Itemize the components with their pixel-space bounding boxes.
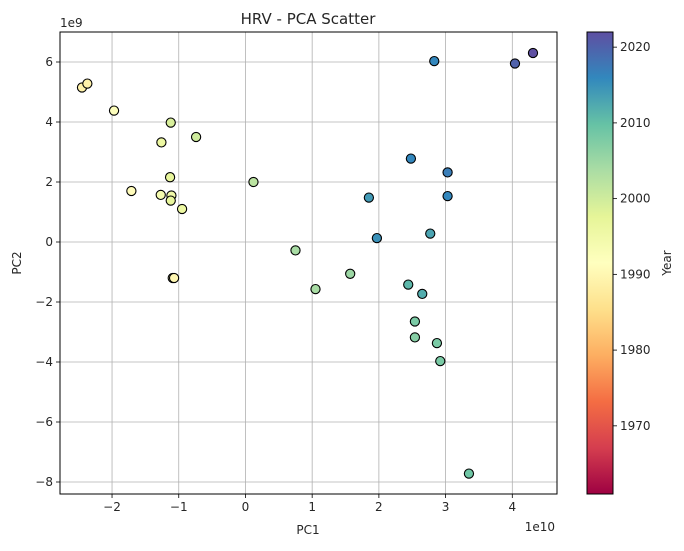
scatter-point xyxy=(442,167,453,178)
y-tick-label: −4 xyxy=(35,355,53,369)
scatter-point xyxy=(425,228,436,239)
y-tick-label: 4 xyxy=(45,115,53,129)
scatter-point xyxy=(409,332,421,343)
scatter-point xyxy=(126,185,137,197)
scatter-point xyxy=(310,283,321,295)
colorbar-tick-label: 2000 xyxy=(620,192,651,206)
scatter-point xyxy=(417,288,428,300)
x-tick-label: −2 xyxy=(103,500,121,514)
colorbar-tick-label: 1970 xyxy=(620,419,651,433)
colorbar-label: Year xyxy=(660,250,674,276)
scatter-point xyxy=(409,316,421,327)
scatter-point xyxy=(363,192,375,203)
scatter-point xyxy=(168,272,180,284)
scatter-point xyxy=(165,195,176,206)
scatter-point xyxy=(509,58,521,69)
scatter-point xyxy=(248,176,259,188)
scatter-point xyxy=(190,131,202,143)
scatter-point xyxy=(371,232,383,244)
scatter-point xyxy=(431,337,443,349)
scatter-point xyxy=(429,55,440,67)
colorbar-tick-label: 1980 xyxy=(620,343,651,357)
scatter-point xyxy=(403,279,414,290)
x-axis-label: PC1 xyxy=(296,523,319,537)
x-tick-label: 3 xyxy=(442,500,450,514)
scatter-point xyxy=(82,78,93,89)
scatter-point xyxy=(405,153,417,164)
scatter-point xyxy=(108,105,120,116)
plot-area-frame xyxy=(59,31,558,495)
colorbar-ticks: 1970 1980 1990 2000 2010 2020 xyxy=(613,40,651,433)
colorbar-tick-label: 1990 xyxy=(620,267,651,281)
scatter-point xyxy=(435,355,446,367)
y-tick-label: 0 xyxy=(45,235,53,249)
scatter-point xyxy=(290,245,301,256)
scatter-point xyxy=(165,117,176,128)
y-tick-label: 6 xyxy=(45,55,53,69)
grid xyxy=(60,32,557,494)
scatter-point xyxy=(155,189,166,201)
scatter-point xyxy=(442,190,453,202)
x-tick-label: −1 xyxy=(170,500,188,514)
x-tick-label: 0 xyxy=(242,500,250,514)
y-tick-label: −6 xyxy=(35,415,53,429)
x-tick-label: 1 xyxy=(308,500,316,514)
y-axis-offset-label: 1e9 xyxy=(60,16,83,30)
scatter-point xyxy=(164,172,176,183)
x-tick-label: 2 xyxy=(375,500,383,514)
scatter-point xyxy=(176,203,188,215)
y-tick-label: −8 xyxy=(35,475,53,489)
y-tick-label: 2 xyxy=(45,175,53,189)
y-axis-ticks: 6 4 2 0 −2 −4 −6 −8 xyxy=(35,55,60,489)
x-axis-ticks: −2 −1 0 1 2 3 4 xyxy=(103,494,516,514)
scatter-point xyxy=(345,268,356,279)
x-tick-label: 4 xyxy=(508,500,516,514)
scatter-points xyxy=(76,47,539,479)
colorbar-tick-label: 2010 xyxy=(620,116,651,130)
colorbar xyxy=(586,31,614,495)
y-axis-label: PC2 xyxy=(10,251,24,274)
scatter-point xyxy=(156,137,167,148)
y-tick-label: −2 xyxy=(35,295,53,309)
colorbar-tick-label: 2020 xyxy=(620,40,651,54)
scatter-point xyxy=(527,47,539,59)
x-axis-offset-label: 1e10 xyxy=(525,520,555,534)
scatter-point xyxy=(463,468,475,479)
chart-title: HRV - PCA Scatter xyxy=(241,10,377,28)
